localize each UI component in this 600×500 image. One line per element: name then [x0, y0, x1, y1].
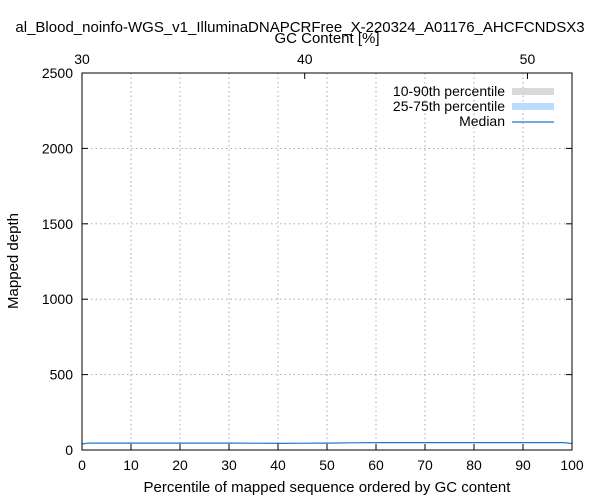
x-tick-label-60: 60	[368, 457, 384, 473]
x-tick-label-10: 10	[123, 457, 139, 473]
y-axis-title: Mapped depth	[5, 213, 22, 309]
legend-swatch-0	[512, 88, 554, 95]
x-axis-title: Percentile of mapped sequence ordered by…	[144, 479, 512, 496]
x-tick-label-70: 70	[417, 457, 433, 473]
legend-label-1: 25-75th percentile	[393, 98, 505, 114]
grid-lines	[82, 73, 572, 450]
y-tick-label-2000: 2000	[42, 140, 73, 156]
x-tick-label-100: 100	[560, 457, 584, 473]
axis-ticks	[81, 72, 573, 451]
legend-label-2: Median	[459, 113, 505, 129]
y-tick-label-2500: 2500	[42, 65, 73, 81]
median-line	[81, 442, 573, 445]
x-tick-label-90: 90	[515, 457, 531, 473]
legend-label-0: 10-90th percentile	[393, 83, 505, 99]
y-tick-label-1000: 1000	[42, 291, 73, 307]
y-tick-label-0: 0	[65, 442, 73, 458]
legend-swatch-1	[512, 103, 554, 110]
top-axis-title: GC Content [%]	[274, 30, 379, 47]
x-tick-label-40: 40	[270, 457, 286, 473]
x-tick-label-50: 50	[319, 457, 335, 473]
y-tick-label-1500: 1500	[42, 216, 73, 232]
y-tick-label-500: 500	[50, 367, 74, 383]
top-tick-label-30: 30	[74, 51, 90, 67]
x-tick-label-30: 30	[221, 457, 237, 473]
x-tick-label-20: 20	[172, 457, 188, 473]
x-tick-label-80: 80	[466, 457, 482, 473]
top-tick-label-40: 40	[297, 51, 313, 67]
series-layer	[81, 442, 573, 445]
tick-labels: 0 10 20 30 40 50 60 70 80 90 100050010001500200025…	[42, 51, 584, 473]
x-tick-label-0: 0	[78, 457, 86, 473]
top-tick-label-50: 50	[520, 51, 536, 67]
chart-title: al_Blood_noinfo-WGS_v1_IlluminaDNAPCRFre…	[15, 19, 584, 36]
